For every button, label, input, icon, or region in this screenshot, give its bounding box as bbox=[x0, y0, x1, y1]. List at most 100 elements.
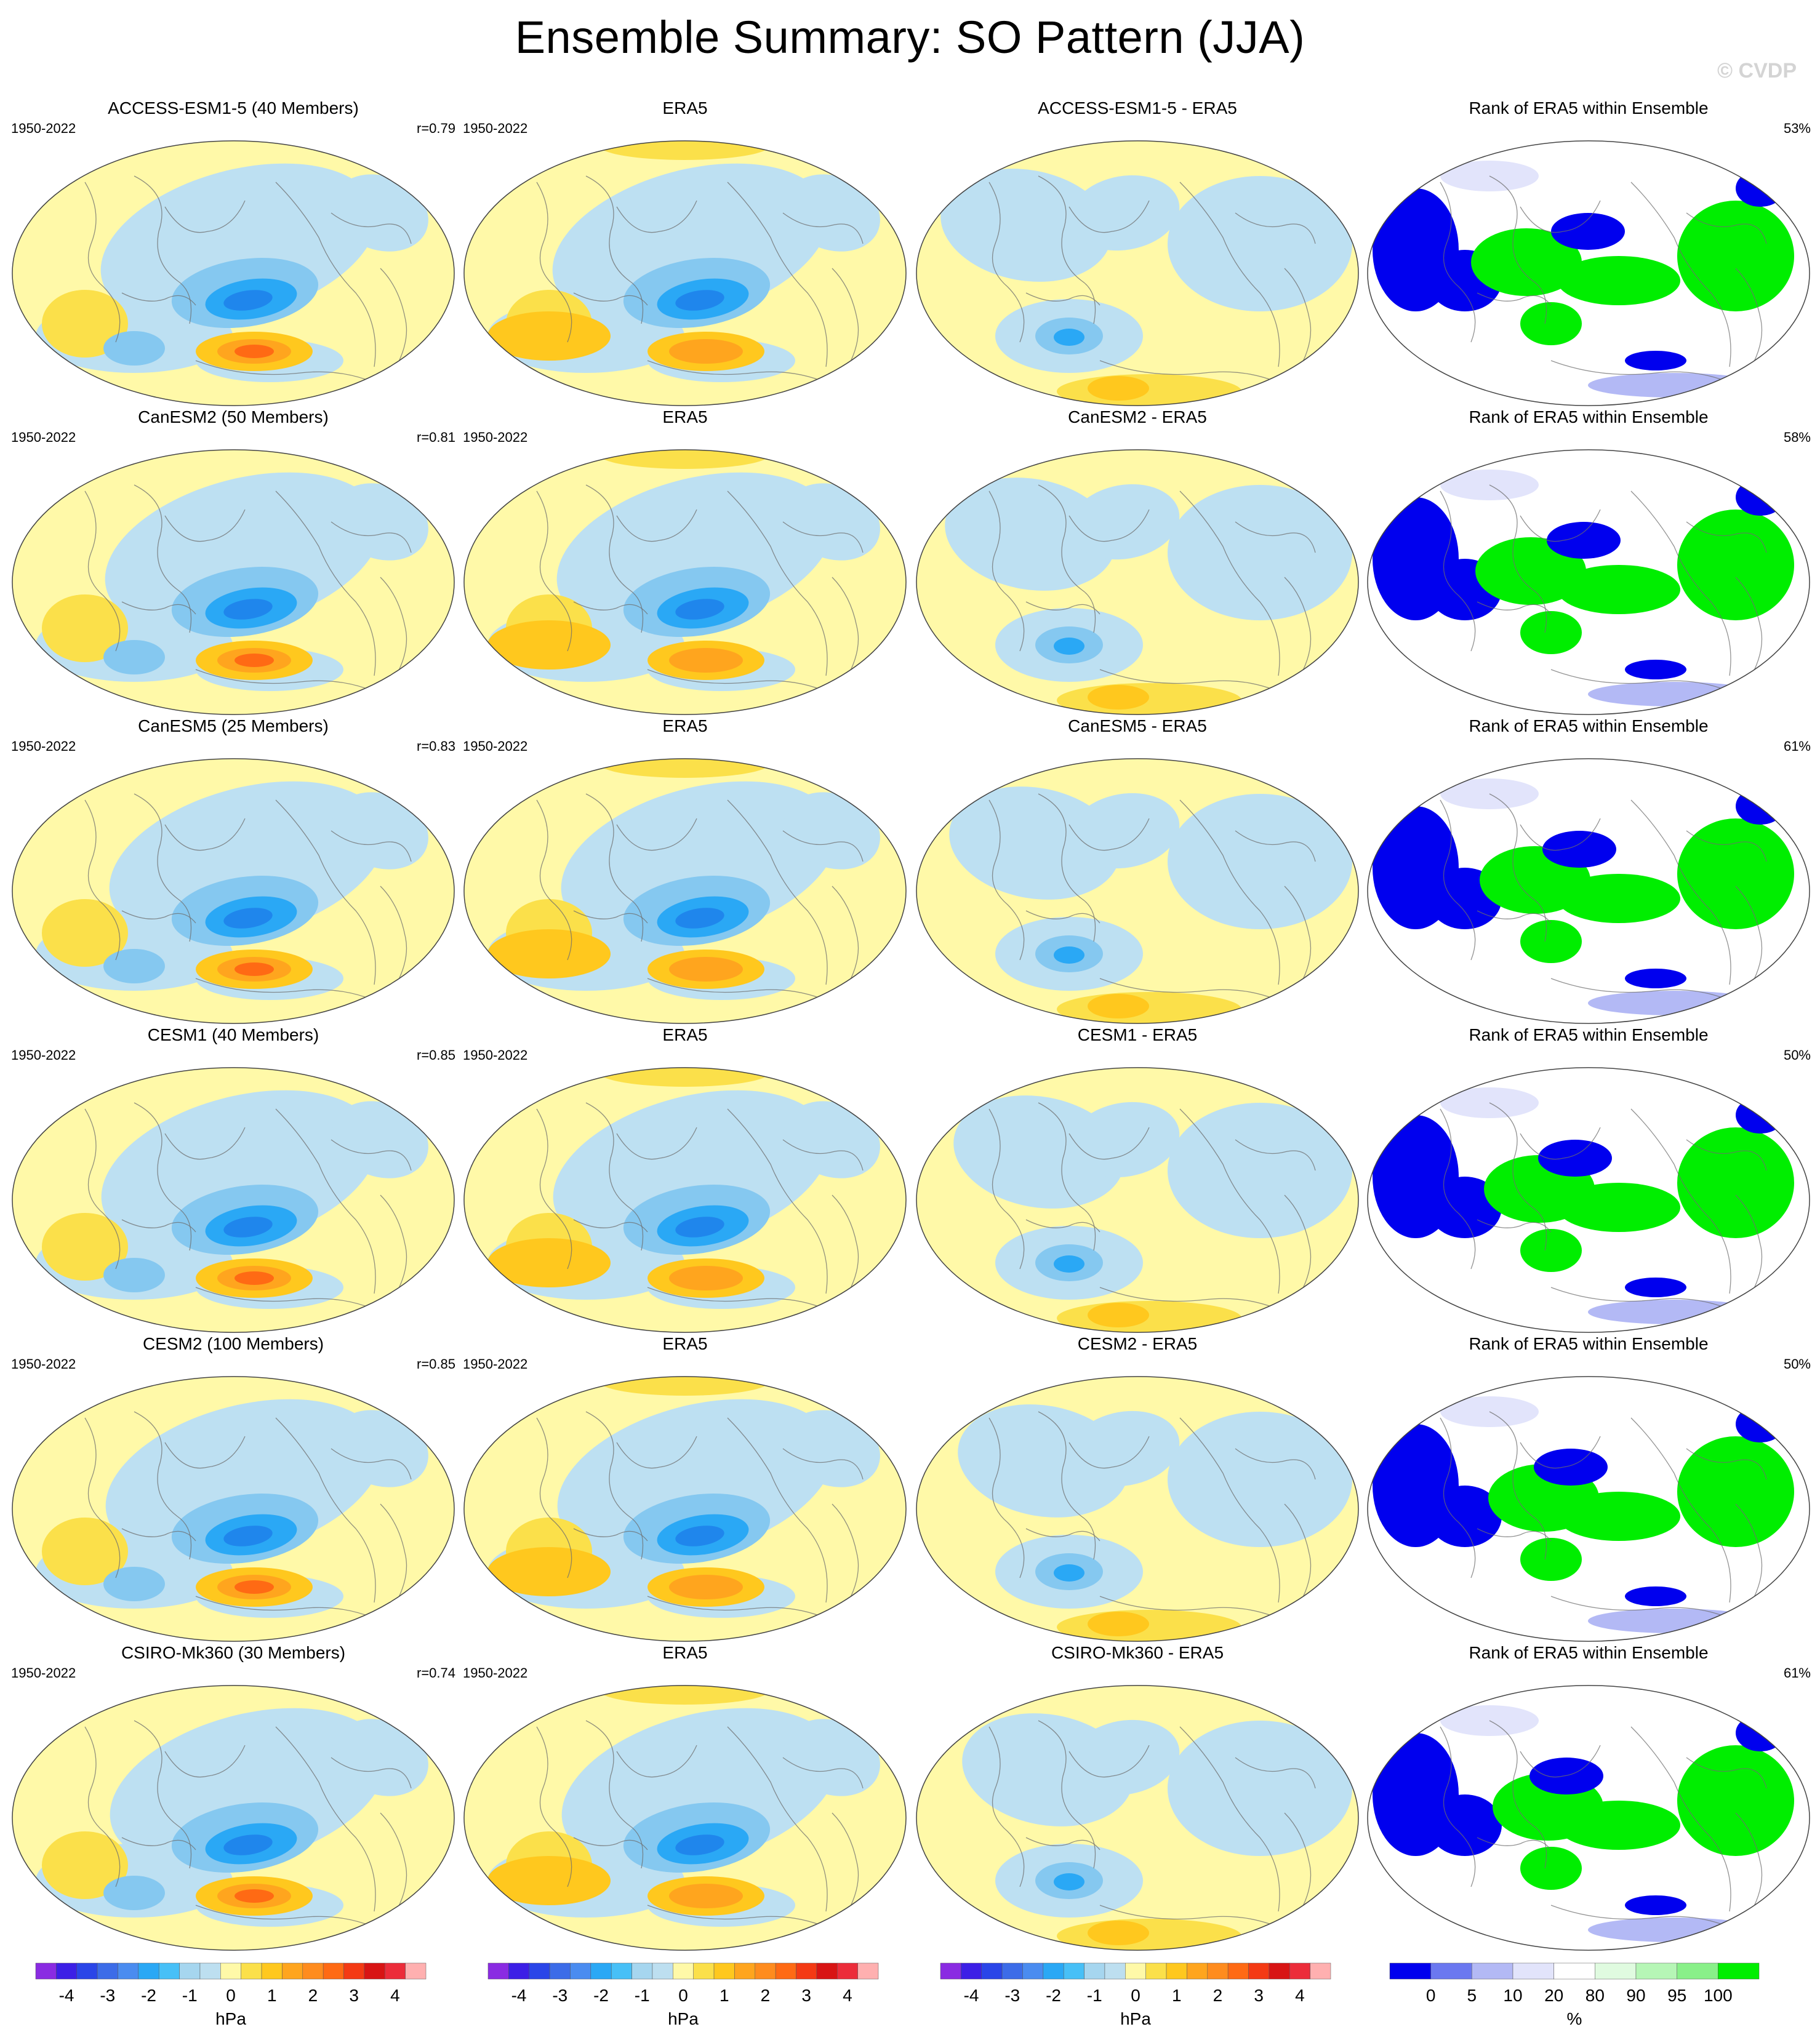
coastline bbox=[164, 1436, 246, 1469]
coastline bbox=[1735, 1503, 1763, 1609]
map-border bbox=[12, 1067, 455, 1333]
colorbar-swatch bbox=[713, 1962, 735, 1980]
coastline bbox=[164, 509, 246, 542]
low-rank-region bbox=[1625, 1586, 1686, 1606]
colorbar-unit: hPa bbox=[668, 2009, 699, 2028]
map-border bbox=[916, 1067, 1359, 1333]
negative-anomaly-region bbox=[223, 1217, 273, 1238]
positive-anomaly-region bbox=[598, 1685, 771, 1705]
coastline bbox=[1068, 200, 1150, 233]
coastline bbox=[1550, 1596, 1736, 1622]
coastline bbox=[1038, 793, 1096, 942]
negative-anomaly-region bbox=[784, 1719, 880, 1796]
panel-title: ERA5 bbox=[662, 407, 708, 426]
positive-anomaly-region bbox=[235, 654, 274, 667]
panel-obs-row-5: ERA5 1950-2022 bbox=[463, 1334, 907, 1644]
coastline bbox=[988, 799, 1025, 961]
cvdp-watermark: © CVDP bbox=[1717, 59, 1797, 82]
coastline bbox=[1099, 978, 1285, 1004]
coastline bbox=[1477, 1528, 1552, 1542]
colorbar-swatch bbox=[1125, 1962, 1146, 1980]
coastline bbox=[275, 799, 376, 985]
colorbar-swatch bbox=[1289, 1962, 1310, 1980]
coastline bbox=[1235, 1757, 1316, 1789]
coastline bbox=[1630, 1726, 1731, 1912]
positive-anomaly-region bbox=[235, 1271, 274, 1285]
coastline bbox=[121, 601, 196, 615]
colorbar-swatch bbox=[1677, 1962, 1718, 1980]
low-rank-region bbox=[1538, 1140, 1612, 1177]
colorbar-swatch bbox=[1227, 1962, 1249, 1980]
panel-title: ERA5 bbox=[662, 1025, 708, 1044]
panel-title: Rank of ERA5 within Ensemble bbox=[1469, 1334, 1709, 1353]
coastline bbox=[1520, 818, 1601, 851]
panel-title: ERA5 bbox=[662, 98, 708, 118]
robinson-map-diff bbox=[916, 140, 1359, 406]
colorbar-swatch bbox=[652, 1962, 673, 1980]
colorbar-swatch bbox=[1635, 1962, 1677, 1980]
coastline bbox=[647, 1596, 833, 1622]
coastline bbox=[1099, 1287, 1285, 1313]
colorbar-svg: 0 5 10 20 80 90 95 100% bbox=[1389, 1962, 1760, 2028]
colorbar-tick-label: 1 bbox=[720, 1986, 729, 2005]
colorbar-hpa-1: -4 -3 -2 -1 0 1 2 3 4 hPa bbox=[35, 1962, 427, 2034]
colorbar-swatch bbox=[1595, 1962, 1637, 1980]
coastline bbox=[536, 1417, 572, 1578]
panel-title: Rank of ERA5 within Ensemble bbox=[1469, 98, 1709, 118]
coastline bbox=[573, 292, 648, 306]
colorbar-swatch bbox=[35, 1962, 57, 1980]
coastline bbox=[1038, 1411, 1096, 1560]
coastline bbox=[134, 1411, 192, 1560]
period-label: 1950-2022 bbox=[11, 1665, 76, 1681]
coastline bbox=[1686, 1448, 1767, 1480]
coastline bbox=[195, 1905, 381, 1930]
high-rank-region bbox=[1520, 302, 1582, 345]
coastline bbox=[1489, 1411, 1547, 1560]
period-label: 1950-2022 bbox=[463, 1356, 528, 1372]
negative-anomaly-region bbox=[1054, 946, 1084, 964]
coastline bbox=[195, 978, 381, 1004]
coastline bbox=[616, 818, 697, 851]
low-rank-region bbox=[1588, 1300, 1760, 1324]
figure-title: Ensemble Summary: SO Pattern (JJA) bbox=[515, 12, 1305, 63]
colorbar-tick-label: 10 bbox=[1503, 1986, 1522, 2005]
robinson-map-rank bbox=[1367, 140, 1810, 406]
coastline bbox=[1440, 1417, 1476, 1578]
rank-percent-label: 50% bbox=[1783, 1356, 1811, 1372]
coastline bbox=[832, 577, 859, 682]
colorbar-hpa-3: -4 -3 -2 -1 0 1 2 3 4 hPa bbox=[940, 1962, 1331, 2034]
negative-anomaly-region bbox=[945, 478, 1116, 591]
coastline bbox=[1068, 1436, 1150, 1469]
period-label: 1950-2022 bbox=[463, 430, 528, 445]
panel-title: CSIRO-Mk360 (30 Members) bbox=[121, 1643, 346, 1662]
map-border bbox=[916, 758, 1359, 1024]
high-rank-region bbox=[1520, 920, 1582, 963]
panel-model-row-3: CanESM5 (25 Members) 1950-2022 r=0.83 bbox=[11, 716, 455, 1026]
colorbar-swatch bbox=[1389, 1962, 1431, 1980]
colorbar-tick-label: -3 bbox=[552, 1986, 567, 2005]
coastline bbox=[1477, 601, 1552, 615]
coastline bbox=[573, 910, 648, 924]
positive-anomaly-region bbox=[42, 594, 128, 662]
coastline bbox=[1489, 1102, 1547, 1251]
coastline bbox=[275, 490, 376, 676]
colorbar-swatch bbox=[385, 1962, 406, 1980]
colorbar-tick-label: -1 bbox=[1087, 1986, 1102, 2005]
coastline bbox=[585, 1102, 644, 1251]
coastline bbox=[573, 601, 648, 615]
negative-anomaly-region bbox=[1054, 1873, 1084, 1890]
period-label: 1950-2022 bbox=[11, 430, 76, 445]
low-rank-region bbox=[1588, 991, 1760, 1015]
coastline bbox=[727, 490, 828, 676]
negative-anomaly-region bbox=[784, 1101, 880, 1178]
coastline bbox=[727, 1417, 828, 1603]
coastline bbox=[331, 1139, 412, 1171]
low-rank-region bbox=[1625, 660, 1686, 679]
coastline bbox=[585, 1411, 644, 1560]
coastline bbox=[1686, 830, 1767, 862]
coastline bbox=[988, 1726, 1025, 1887]
negative-anomaly-region bbox=[675, 1217, 724, 1238]
negative-anomaly-region bbox=[784, 174, 880, 252]
map-border bbox=[916, 1685, 1359, 1951]
correlation-label: r=0.79 bbox=[417, 121, 455, 136]
